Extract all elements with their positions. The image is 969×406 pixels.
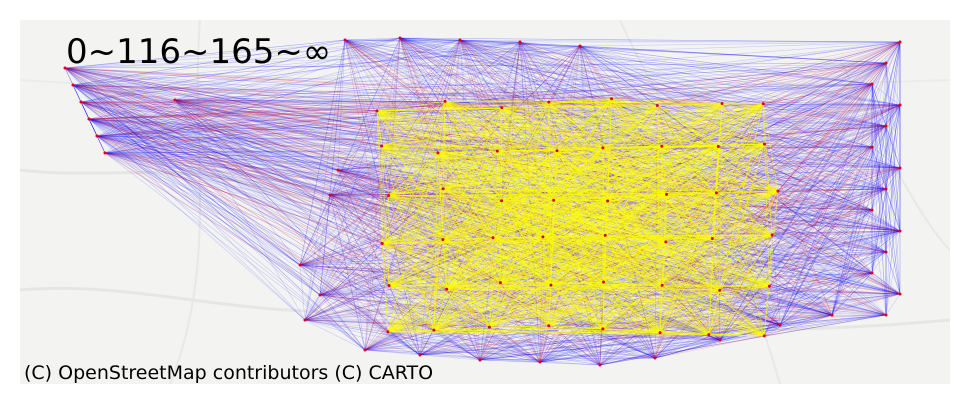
map-panel[interactable]: 0~116~165~∞ (C) OpenStreetMap contributo… — [20, 20, 950, 384]
map-attribution: (C) OpenStreetMap contributors (C) CARTO — [24, 362, 433, 384]
legend-label: 0~116~165~∞ — [66, 32, 331, 72]
flow-map-canvas[interactable] — [20, 20, 950, 384]
